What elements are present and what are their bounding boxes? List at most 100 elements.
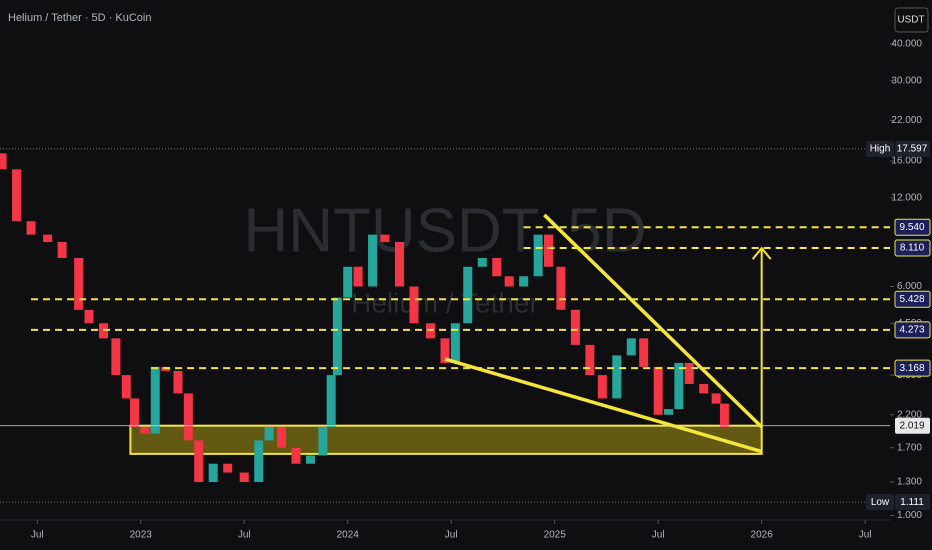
x-tick-label: 2026 (751, 530, 774, 541)
badge-name-bg (866, 494, 894, 511)
candle-body (626, 338, 636, 356)
trendline (444, 357, 763, 454)
x-tick-label: Jul (445, 530, 458, 541)
candle-body (194, 440, 204, 483)
y-tick-label: 6.000 (897, 281, 922, 292)
y-tick-label: 1.000 (897, 510, 922, 521)
chart-title: Helium / Tether · 5D · KuCoin (8, 12, 151, 24)
candle-body (74, 257, 84, 310)
candle-body (597, 375, 607, 399)
candle-body (130, 398, 140, 427)
price-badge (894, 321, 931, 339)
candle-body (0, 153, 7, 170)
candle-body (570, 309, 580, 345)
badge-name: Low (871, 497, 890, 508)
currency-label: USDT (897, 15, 924, 26)
arrow-head (751, 246, 772, 260)
x-tick-label: Jul (859, 530, 872, 541)
price-badge (895, 417, 930, 434)
price-badge-label: 9.540 (899, 222, 924, 233)
candle-body (684, 362, 694, 384)
candle-body (111, 338, 121, 376)
candle-body (533, 234, 543, 277)
candle-body (121, 375, 131, 399)
candle-body (26, 221, 36, 235)
trendline (543, 213, 763, 429)
y-tick-label: 2.200 (897, 409, 922, 420)
candle-body (276, 426, 286, 448)
y-tick-label: 22.000 (891, 115, 922, 126)
x-tick-label: Jul (238, 530, 251, 541)
y-tick-label: 16.000 (891, 156, 922, 167)
candle-body (612, 355, 622, 399)
candle-body (450, 323, 460, 363)
candle-body (394, 241, 404, 287)
y-tick-label: 1.700 (897, 442, 922, 453)
candle-body (463, 266, 473, 324)
candle-body (674, 362, 684, 410)
candle-body (699, 383, 709, 394)
y-tick-label: 30.000 (891, 75, 922, 86)
y-tick-label: 12.000 (891, 193, 922, 204)
price-axis (890, 0, 932, 550)
candle-body (43, 234, 53, 242)
candle-body (84, 309, 94, 324)
price-badge-label: 5.428 (899, 294, 924, 305)
candle-body (223, 463, 233, 473)
price-badge-label: 1.111 (900, 497, 924, 508)
price-badge-label: 8.110 (900, 243, 925, 254)
candle-body (380, 234, 390, 242)
candle-body (409, 286, 419, 324)
price-badge (894, 239, 931, 257)
candle-body (150, 366, 160, 434)
y-tick-label: 1.300 (897, 477, 922, 488)
candle-body (664, 409, 674, 415)
candle-body (183, 393, 193, 441)
price-badge-label: 2.019 (899, 420, 924, 431)
candle-body (343, 266, 353, 298)
candle-body (326, 375, 336, 427)
candle-body (711, 393, 721, 404)
candle-body (57, 241, 67, 258)
candle-body (254, 440, 264, 483)
x-tick-label: 2024 (337, 530, 360, 541)
candle-body (264, 426, 274, 441)
candle-body (556, 266, 566, 310)
candle-body (353, 266, 363, 287)
candle-body (440, 338, 450, 363)
candle-body (208, 463, 218, 483)
candle-body (332, 297, 342, 376)
badge-name-bg (866, 140, 894, 157)
candle-body (653, 366, 663, 415)
price-badge-label: 3.168 (899, 363, 924, 374)
price-badge (894, 359, 931, 377)
price-badge-label: 4.273 (899, 325, 924, 336)
candle-body (477, 257, 487, 267)
watermark-symbol: HNTUSDT, 5D (243, 196, 646, 265)
x-tick-label: 2023 (130, 530, 153, 541)
candle-body (305, 455, 315, 464)
candle-body (318, 426, 328, 456)
price-badge (894, 218, 931, 236)
price-badge-label: 17.597 (897, 144, 928, 155)
candle-body (639, 338, 649, 367)
candle-body (239, 472, 249, 483)
x-tick-label: 2025 (544, 530, 567, 541)
price-badge (894, 290, 931, 308)
currency-box (894, 7, 929, 33)
candle-body (492, 257, 502, 277)
candle-body (140, 426, 150, 434)
x-tick-label: Jul (31, 530, 44, 541)
x-tick-label: Jul (652, 530, 665, 541)
candle-body (291, 447, 301, 464)
price-badge (895, 494, 930, 511)
y-tick-label: 40.000 (891, 39, 922, 50)
candle-body (173, 370, 183, 394)
candle-body (12, 169, 22, 222)
support-zone (129, 424, 763, 455)
candle-body (719, 403, 729, 427)
price-badge (895, 140, 930, 157)
candle-body (585, 344, 595, 376)
candle-body (368, 234, 378, 287)
